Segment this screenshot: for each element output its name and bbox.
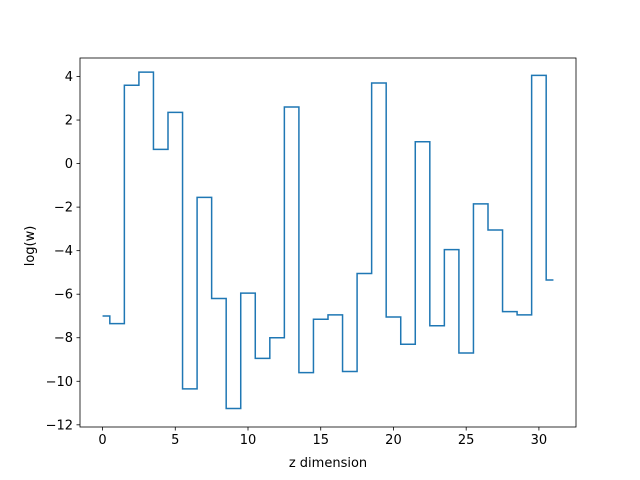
x-tick-label: 15 — [312, 433, 329, 448]
y-tick-label: −10 — [46, 375, 73, 390]
y-tick-label: −12 — [46, 418, 73, 433]
y-axis: −12 −10 −8 −6 −4 −2 0 2 4 — [46, 70, 80, 433]
x-tick-label: 10 — [240, 433, 257, 448]
y-tick-label: −8 — [54, 331, 73, 346]
y-tick-label: 0 — [65, 157, 73, 172]
plot-area — [79, 57, 577, 428]
x-tick-label: 20 — [385, 433, 402, 448]
y-tick-label: 4 — [65, 70, 73, 85]
axes-frame — [79, 57, 577, 428]
y-tick-label: −6 — [54, 288, 73, 303]
x-axis: 0 5 10 15 20 25 30 — [98, 427, 547, 448]
y-axis-label: log(w) — [23, 226, 38, 267]
y-tick-label: −4 — [54, 244, 73, 259]
series-line-0 — [102, 71, 554, 410]
x-axis-label: z dimension — [289, 456, 367, 471]
y-tick-label: 2 — [65, 114, 73, 129]
x-tick-label: 5 — [171, 433, 179, 448]
y-tick-label: −2 — [54, 201, 73, 216]
x-tick-label: 0 — [98, 433, 106, 448]
x-tick-label: 25 — [458, 433, 475, 448]
x-tick-label: 30 — [531, 433, 548, 448]
